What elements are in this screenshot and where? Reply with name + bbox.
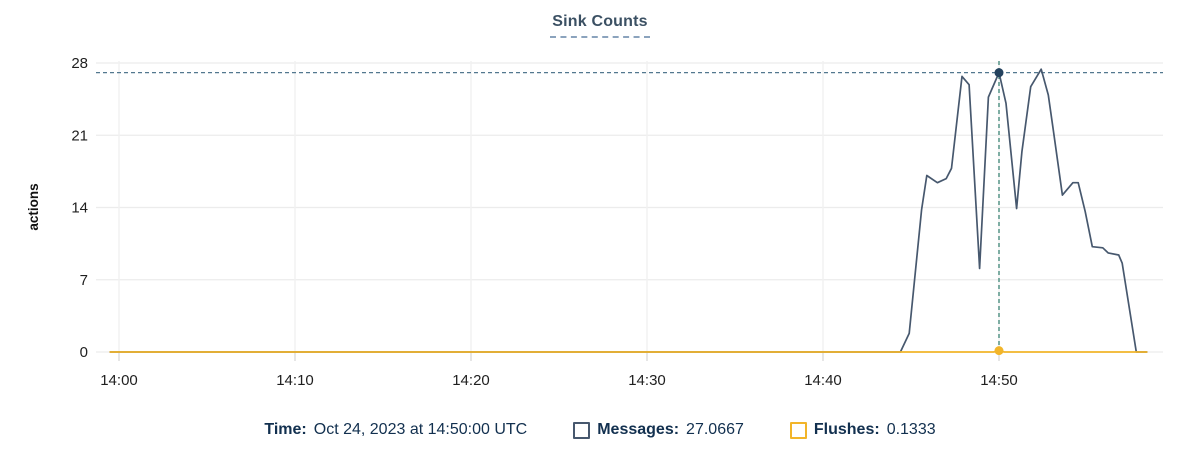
tooltip-legend-row: Time: Oct 24, 2023 at 14:50:00 UTC Messa…	[0, 421, 1200, 439]
series-line-flushes[interactable]	[109, 349, 1148, 353]
flushes-hover-dot	[994, 346, 1004, 356]
y-tick-label: 7	[80, 272, 88, 289]
x-tick-label: 14:20	[452, 372, 490, 389]
x-tick-label: 14:30	[628, 372, 666, 389]
messages-hover-dot	[994, 68, 1004, 78]
flushes-swatch-icon[interactable]	[789, 421, 807, 439]
x-tick-label: 14:00	[100, 372, 138, 389]
flushes-value: 0.1333	[886, 421, 936, 438]
tooltip-time-label: Time:	[264, 421, 307, 438]
y-tick-label: 21	[71, 127, 88, 144]
chart-title-wrap: Sink Counts	[0, 13, 1200, 38]
sink-counts-chart[interactable]: 0 7 14 21 28 14:00 14:10 14:20 14:30 14:40 14:50 ac…	[0, 0, 1200, 410]
chart-title[interactable]: Sink Counts	[550, 13, 650, 38]
tooltip-time: Time: Oct 24, 2023 at 14:50:00 UTC	[264, 421, 527, 439]
messages-label: Messages:	[597, 421, 680, 438]
flushes-label: Flushes:	[813, 421, 880, 438]
x-tick-label: 14:40	[804, 372, 842, 389]
legend-item-flushes[interactable]: Flushes: 0.1333	[789, 421, 936, 439]
y-tick-label: 28	[71, 55, 88, 72]
x-tick-label: 14:50	[980, 372, 1018, 389]
y-axis-label: actions	[26, 183, 41, 230]
legend-item-messages[interactable]: Messages: 27.0667	[573, 421, 744, 439]
tooltip-time-value: Oct 24, 2023 at 14:50:00 UTC	[313, 421, 528, 438]
messages-value: 27.0667	[686, 421, 744, 438]
messages-swatch-icon[interactable]	[573, 421, 591, 439]
x-tick-label: 14:10	[276, 372, 314, 389]
y-tick-label: 14	[71, 200, 88, 217]
series-line-messages[interactable]	[109, 68, 1148, 353]
y-tick-label: 0	[80, 344, 88, 361]
